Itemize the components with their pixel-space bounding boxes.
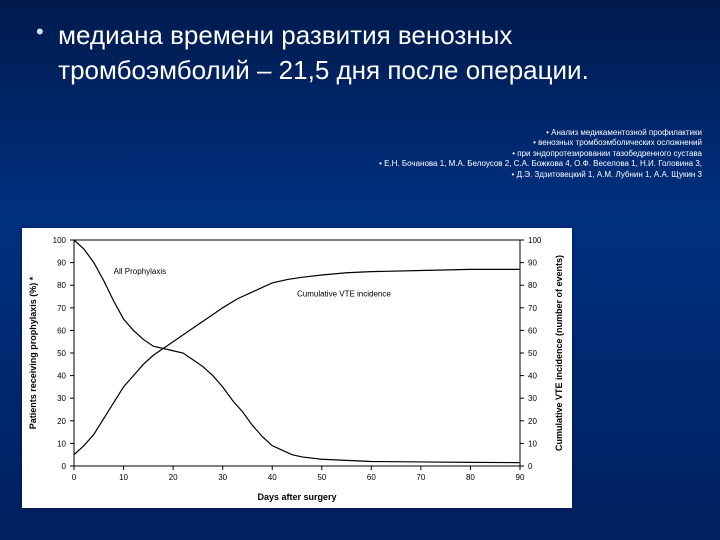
svg-text:20: 20 [169,473,178,482]
citation-block: Анализ медикаментозной профилактикивеноз… [302,128,702,180]
svg-text:20: 20 [57,417,66,426]
svg-text:100: 100 [53,236,67,245]
svg-text:50: 50 [57,349,66,358]
svg-text:80: 80 [57,281,66,290]
chart: 0 10 20 30 40 50 60 70 80 90 Days after surgery 0 10… [22,228,572,508]
svg-text:All Prophylaxis: All Prophylaxis [114,267,166,276]
svg-text:40: 40 [57,372,66,381]
citation-line: Анализ медикаментозной профилактики [302,128,702,138]
svg-text:40: 40 [528,372,537,381]
svg-text:90: 90 [528,259,537,268]
svg-text:50: 50 [317,473,326,482]
svg-text:100: 100 [528,236,542,245]
citation-line: при эндопротезировании тазобедренного су… [302,149,702,159]
svg-text:10: 10 [57,439,66,448]
svg-text:40: 40 [268,473,277,482]
bullet-icon: • [36,18,44,47]
svg-text:Days after surgery: Days after surgery [257,492,336,502]
svg-text:10: 10 [528,439,537,448]
svg-text:70: 70 [57,304,66,313]
citation-line: венозных тромбоэмболических осложнений [302,138,702,148]
citation-line: Е.Н. Бочанова 1, М.А. Белоусов 2, С.А. Б… [302,159,702,169]
svg-text:30: 30 [218,473,227,482]
svg-text:60: 60 [528,326,537,335]
svg-text:Patients receiving prophylaxis: Patients receiving prophylaxis (%) * [28,276,38,429]
svg-text:30: 30 [57,394,66,403]
svg-text:30: 30 [528,394,537,403]
svg-text:80: 80 [528,281,537,290]
title-text: медиана времени развития венозных тромбо… [58,18,618,88]
title-block: • медиана времени развития венозных тром… [0,0,720,94]
svg-text:0: 0 [528,462,533,471]
svg-text:20: 20 [528,417,537,426]
svg-text:0: 0 [62,462,67,471]
citation-line: Д.Э. Здзитовецкий 1, А.М. Лубнин 1, А.А.… [302,170,702,180]
svg-text:60: 60 [367,473,376,482]
svg-text:Cumulative VTE incidence (numb: Cumulative VTE incidence (number of even… [554,255,564,451]
svg-text:90: 90 [57,259,66,268]
svg-text:50: 50 [528,349,537,358]
svg-text:60: 60 [57,326,66,335]
svg-text:Cumulative VTE incidence: Cumulative VTE incidence [297,290,391,299]
svg-text:80: 80 [466,473,475,482]
svg-text:90: 90 [516,473,525,482]
svg-text:70: 70 [528,304,537,313]
svg-text:70: 70 [416,473,425,482]
svg-text:10: 10 [119,473,128,482]
svg-text:0: 0 [72,473,77,482]
